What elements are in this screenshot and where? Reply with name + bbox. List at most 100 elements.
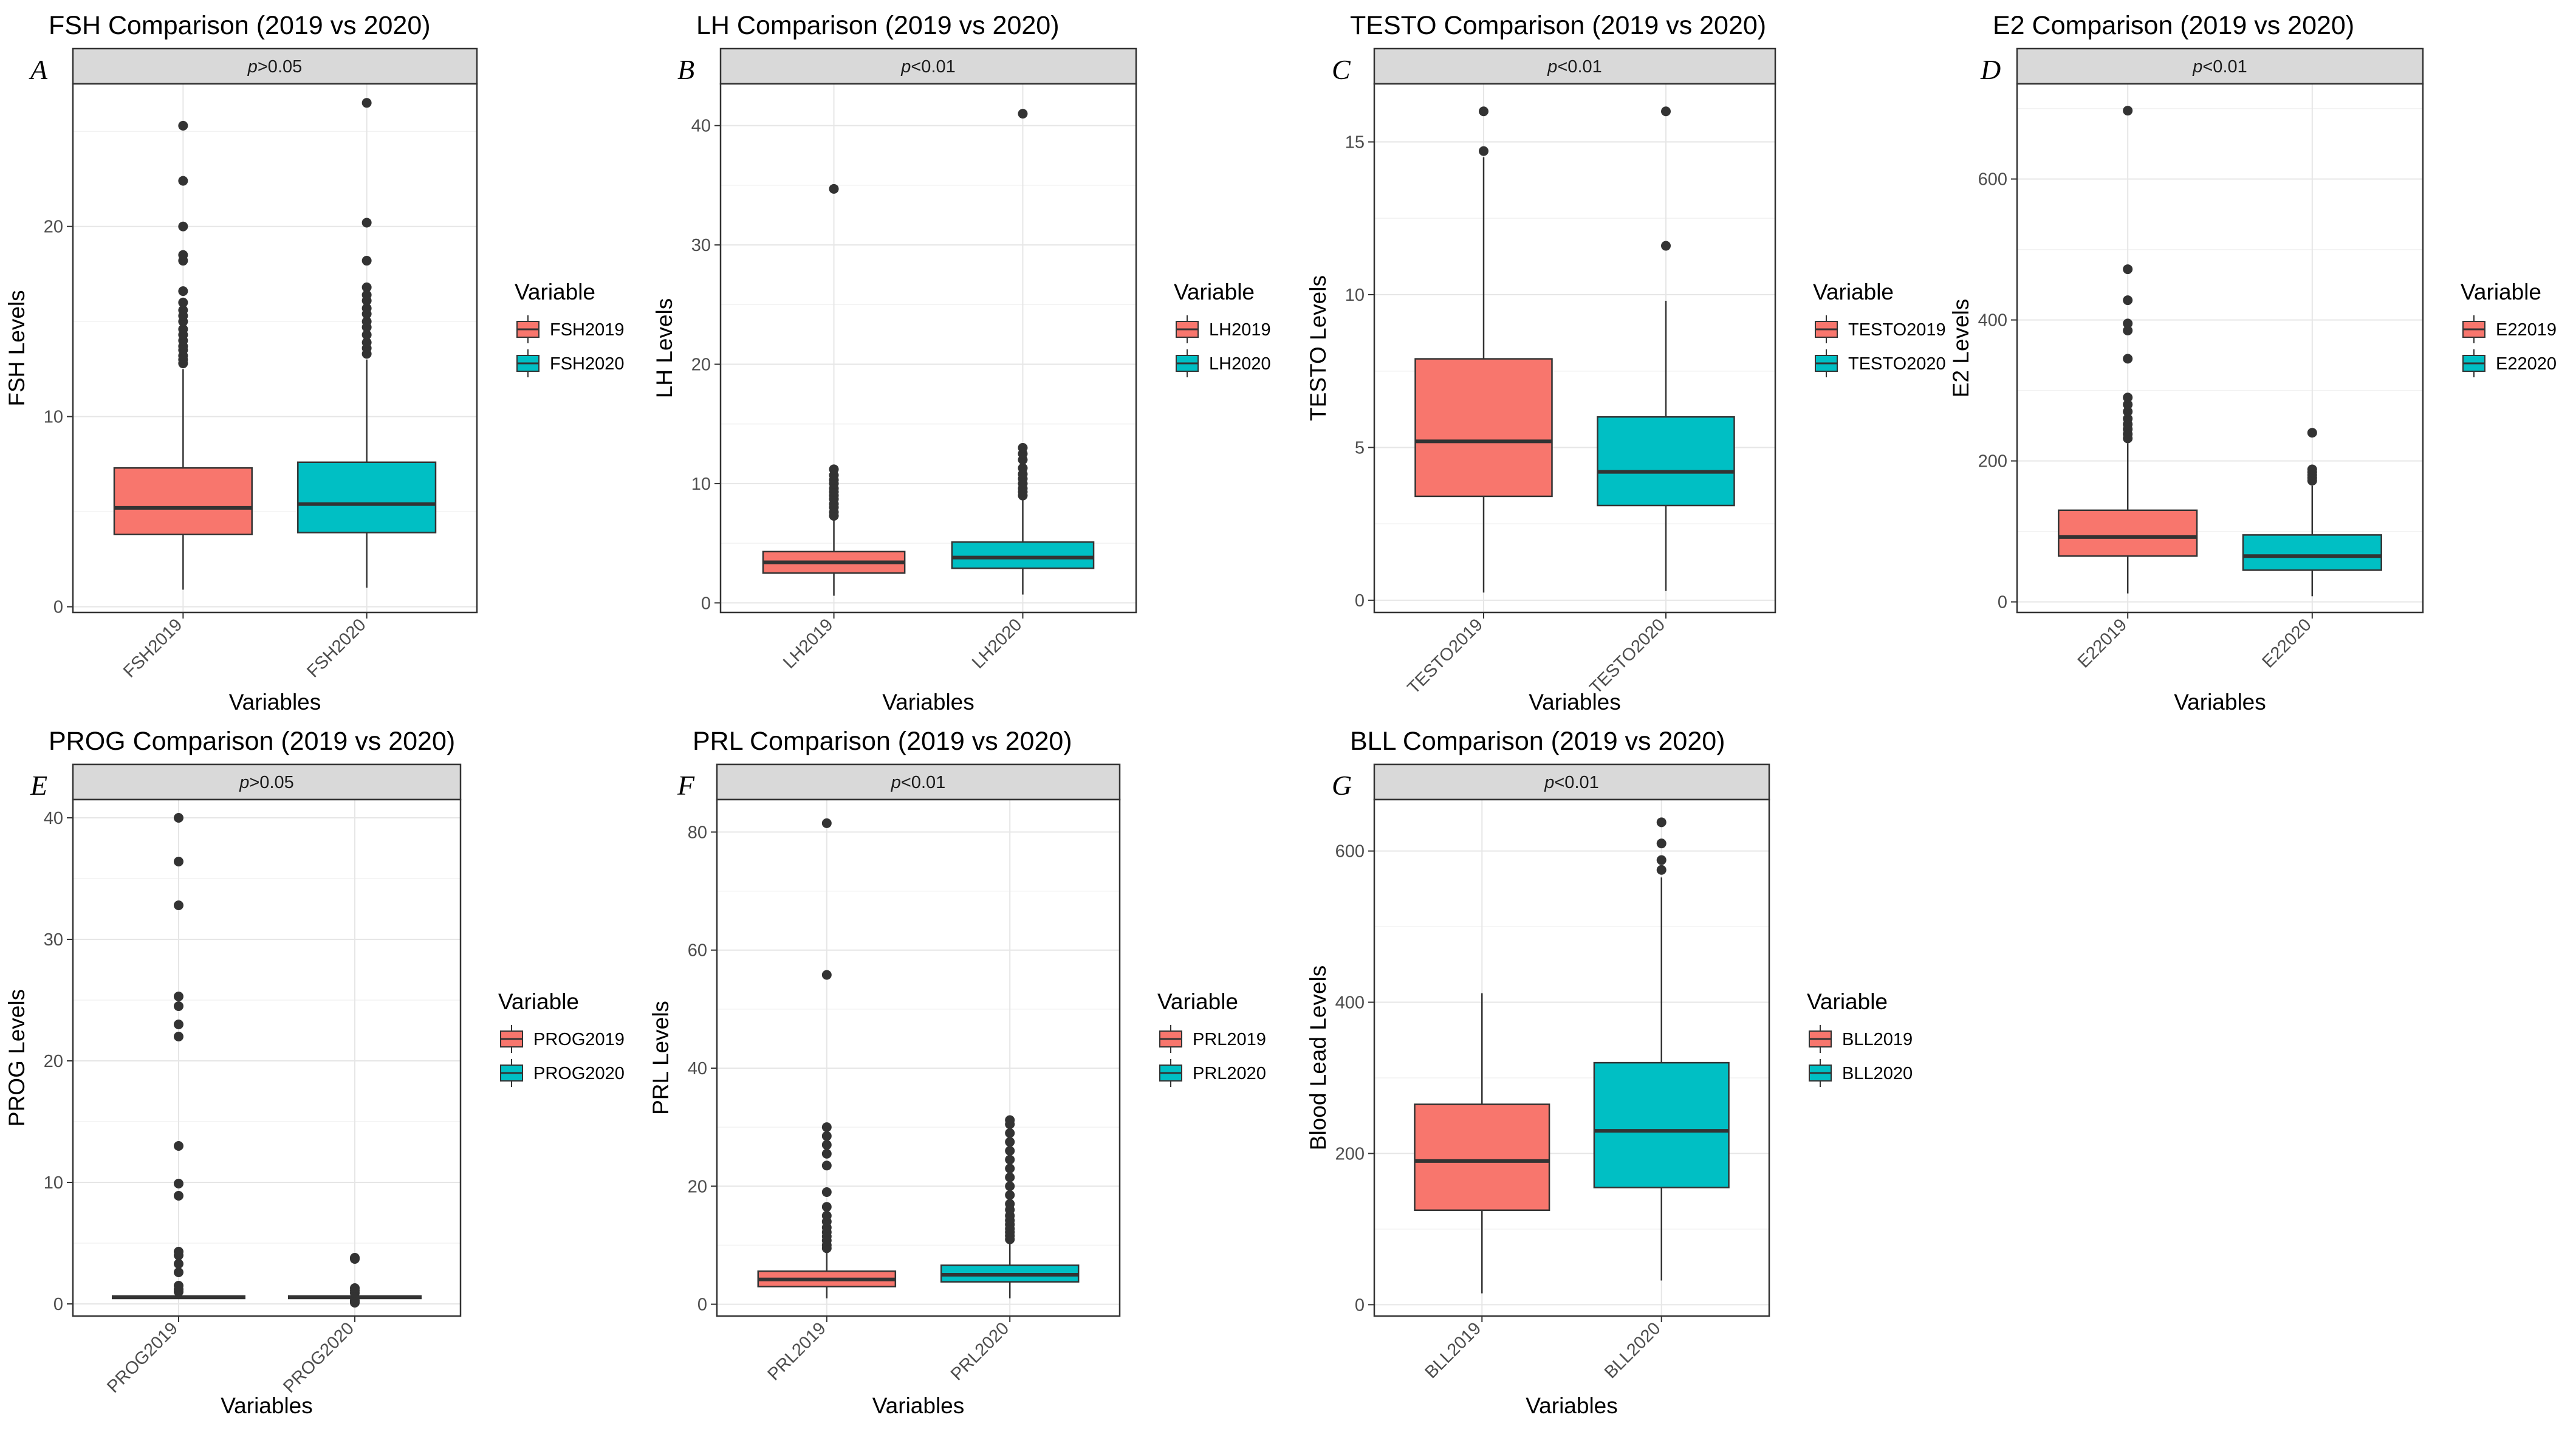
outlier-point	[174, 1191, 183, 1201]
p-value-symbol: p	[1547, 57, 1557, 77]
panel-bll: BLL Comparison (2019 vs 2020) G p<0.01 0 200…	[1306, 727, 1913, 1418]
outlier-point	[1479, 146, 1488, 156]
legend-label: PRL2020	[1193, 1064, 1266, 1083]
y-axis-title: TESTO Levels	[1306, 275, 1331, 421]
legend-title: Variable	[515, 279, 595, 304]
outlier-point	[1656, 865, 1667, 875]
legend-label: TESTO2020	[1848, 354, 1946, 374]
outlier-point	[178, 120, 188, 131]
p-value-symbol: p	[239, 773, 249, 792]
p-value-label: p<0.01	[1544, 773, 1599, 792]
panel-border	[2016, 83, 2424, 614]
legend-key-BLL2020	[1809, 1059, 1832, 1087]
facet-strip	[2016, 47, 2424, 85]
panel-lh: LH Comparison (2019 vs 2020)B p<0.01 0 10 20…	[652, 11, 1271, 715]
outlier-point	[1018, 463, 1028, 473]
x-axis-title: Variables	[1526, 1393, 1618, 1418]
outlier-point	[1661, 241, 1671, 251]
y-tick-label: 40	[691, 117, 711, 136]
chart-title: LH Comparison (2019 vs 2020)	[696, 11, 1060, 40]
chart-title: PROG Comparison (2019 vs 2020)	[49, 727, 455, 756]
y-tick-label: 10	[1345, 286, 1365, 305]
y-tick-label: 10	[691, 475, 711, 494]
y-tick-label: 0	[697, 1295, 707, 1315]
x-axis-title: Variables	[2174, 690, 2266, 715]
outlier-point	[178, 324, 188, 334]
panel-letter: C	[1332, 54, 1351, 85]
outlier-point	[178, 250, 188, 260]
outlier-point	[821, 1210, 832, 1221]
legend-title: Variable	[1157, 989, 1238, 1014]
panel-border	[72, 83, 478, 614]
legend-key-LH2019	[1176, 315, 1199, 343]
x-axis-title: Variables	[1529, 690, 1621, 715]
legend-label: LH2019	[1209, 320, 1271, 340]
outlier-point	[821, 1140, 832, 1150]
plot-area	[717, 800, 1120, 1316]
outlier-point	[821, 1161, 832, 1171]
panel-border	[1373, 83, 1776, 614]
outlier-point	[2123, 414, 2133, 423]
box-FSH2020	[297, 461, 437, 533]
panel-border	[719, 83, 1137, 614]
chart-title: E2 Comparison (2019 vs 2020)	[1993, 11, 2354, 40]
x-axis-title: Variables	[882, 690, 975, 715]
outlier-point	[361, 330, 372, 340]
plot-area	[721, 84, 1136, 612]
legend-key-E22019	[2462, 315, 2485, 343]
legend-key-PROG2020	[500, 1059, 523, 1087]
facet-strip	[72, 763, 462, 801]
outlier-point	[174, 1001, 183, 1011]
outlier-point	[2123, 399, 2133, 410]
outlier-point	[821, 1131, 832, 1141]
p-value-label: p<0.01	[900, 57, 956, 77]
x-tick-label: PROG2020	[279, 1318, 358, 1397]
plot-area	[1374, 800, 1769, 1316]
p-value-text: <0.01	[901, 773, 945, 792]
legend-label: PROG2019	[533, 1030, 625, 1049]
legend-label: BLL2019	[1842, 1030, 1913, 1049]
y-axis-title: PROG Levels	[4, 989, 29, 1126]
outlier-point	[829, 183, 839, 194]
p-value-label: p>0.05	[239, 773, 294, 792]
outlier-point	[1661, 106, 1671, 117]
box-BLL2019	[1414, 1103, 1550, 1212]
panel-border	[1373, 798, 1770, 1317]
outlier-point	[361, 303, 372, 314]
p-value-symbol: p	[891, 773, 901, 792]
panel-letter: F	[677, 770, 695, 801]
outlier-point	[174, 1032, 183, 1041]
legend-key-LH2020	[1176, 349, 1199, 377]
legend-title: Variable	[1174, 279, 1255, 304]
outlier-point	[174, 1141, 183, 1151]
p-value-label: p>0.05	[247, 57, 303, 77]
legend-label: BLL2020	[1842, 1064, 1913, 1083]
p-value-text: <0.01	[1554, 773, 1598, 792]
y-tick-label: 400	[1335, 993, 1365, 1013]
outlier-point	[174, 1259, 183, 1269]
outlier-point	[178, 297, 188, 307]
x-axis-title: Variables	[229, 690, 321, 715]
x-tick-label: TESTO2019	[1404, 615, 1487, 698]
y-tick-label: 600	[1978, 170, 2007, 190]
p-value-text: >0.05	[249, 773, 293, 792]
outlier-point	[361, 290, 372, 300]
y-tick-label: 200	[1978, 452, 2007, 471]
x-tick-label: E22019	[2074, 615, 2131, 671]
outlier-point	[2123, 106, 2133, 116]
y-tick-label: 40	[44, 809, 63, 828]
outlier-point	[1005, 1137, 1015, 1147]
outlier-point	[821, 1202, 832, 1212]
legend-title: Variable	[2461, 279, 2541, 304]
outlier-point	[1005, 1128, 1015, 1138]
panel-testo: TESTO Comparison (2019 vs 2020) C p<0.01 0 5…	[1306, 11, 1946, 715]
outlier-point	[821, 970, 832, 980]
p-value-text: <0.01	[2202, 57, 2247, 77]
y-tick-label: 0	[701, 594, 711, 613]
outlier-point	[350, 1283, 360, 1293]
legend-label: E22019	[2496, 320, 2557, 340]
outlier-point	[361, 256, 372, 266]
legend-label: TESTO2019	[1848, 320, 1946, 340]
outlier-point	[174, 900, 183, 910]
legend-title: Variable	[1807, 989, 1888, 1014]
